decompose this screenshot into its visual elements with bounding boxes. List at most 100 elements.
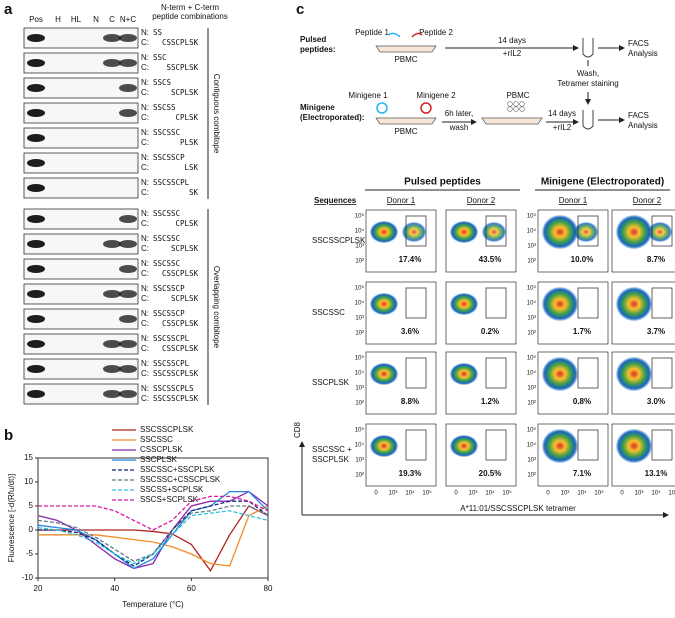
blot — [23, 208, 139, 230]
band — [27, 240, 45, 248]
n-peptide: SSCSSC — [153, 259, 180, 268]
column-label: HL — [71, 15, 82, 24]
band — [103, 34, 121, 42]
series-line — [38, 505, 269, 567]
y-tick-label: 10³ — [527, 458, 536, 464]
c-peptide: LSK — [185, 163, 199, 172]
n-prefix: N: — [141, 78, 149, 87]
x-tick-label: 10⁴ — [485, 490, 495, 497]
series-line — [38, 505, 269, 573]
band — [27, 159, 45, 167]
c-peptide: PLSK — [180, 138, 199, 147]
percent-label: 3.7% — [647, 327, 665, 336]
x-tick-label: 10³ — [389, 491, 398, 497]
band — [103, 59, 121, 67]
y-tick-label: 10² — [355, 259, 364, 265]
blot — [23, 102, 139, 124]
y-tick-label: 10³ — [355, 386, 364, 392]
legend-label: CSSCPLSK — [140, 445, 183, 454]
series-line — [37, 505, 269, 562]
n-peptide: SS — [153, 28, 163, 37]
blot — [23, 127, 139, 149]
n-peptide: SSCSSCP — [153, 153, 185, 162]
c-peptide: SK — [189, 188, 199, 197]
pbmc-label: PBMC — [506, 91, 529, 100]
blot — [23, 383, 139, 405]
percent-label: 10.0% — [571, 255, 594, 264]
band — [27, 215, 45, 223]
band — [119, 34, 137, 42]
culture-label: 14 days — [548, 109, 576, 118]
n-peptide: SSCSSCPL — [153, 178, 190, 187]
percent-label: 0.8% — [573, 397, 591, 406]
y-tick-label: 10³ — [527, 386, 536, 392]
population — [542, 287, 578, 321]
c-prefix: C: — [141, 163, 149, 172]
panel-label: b — [4, 427, 13, 444]
dish — [481, 117, 543, 125]
legend-label: SSCPLSK — [140, 455, 178, 464]
c-peptide: CSSCPLSK — [162, 38, 199, 47]
x-tick-label: 0 — [546, 491, 550, 497]
culture-label: +rIL2 — [553, 123, 572, 132]
blot — [23, 358, 139, 380]
gate — [651, 429, 673, 461]
dish — [375, 45, 437, 53]
y-tick-label: 10⁵ — [355, 355, 365, 362]
n-prefix: N: — [141, 234, 149, 243]
wash-label: Wash, — [577, 69, 599, 78]
n-prefix: N: — [141, 384, 149, 393]
n-prefix: N: — [141, 178, 149, 187]
wash-label: wash — [449, 123, 469, 132]
y-tick-label: 10³ — [355, 244, 364, 250]
y-tick-label: 10⁴ — [355, 300, 365, 307]
population — [616, 287, 652, 321]
population — [542, 215, 578, 249]
gate — [405, 215, 427, 247]
band — [103, 340, 121, 348]
c-peptide: CPLSK — [176, 219, 199, 228]
tube — [582, 110, 594, 130]
blot — [23, 308, 139, 330]
step-label: (Electroporated): — [300, 113, 364, 122]
sequence-label: SSCPLSK — [312, 455, 350, 464]
step-label: Pulsed — [300, 35, 326, 44]
percent-label: 7.1% — [573, 469, 591, 478]
minigene-label: Minigene 2 — [416, 91, 456, 100]
c-peptide: SCPLSK — [171, 244, 199, 253]
x-tick-label: 10³ — [561, 491, 570, 497]
group-label: Contiguous combitope — [212, 74, 221, 154]
gate — [485, 357, 507, 389]
percent-label: 20.5% — [479, 469, 502, 478]
gate — [405, 357, 427, 389]
c-prefix: C: — [141, 188, 149, 197]
band — [119, 290, 137, 298]
pbmc-label: PBMC — [394, 55, 417, 64]
band — [103, 290, 121, 298]
blot — [23, 258, 139, 280]
sequence-label: SSCPLSK — [312, 378, 350, 387]
dish — [375, 117, 437, 125]
legend-label: SSCSSC+CSSCPLSK — [140, 475, 221, 484]
y-tick-label: 10⁵ — [355, 285, 365, 292]
band — [27, 134, 45, 142]
gate — [651, 287, 673, 319]
y-tick-label: 10³ — [355, 458, 364, 464]
column-header: peptide combinations — [152, 12, 228, 21]
band — [119, 365, 137, 373]
band — [119, 59, 137, 67]
wash-label: 6h later, — [445, 109, 473, 118]
gate — [577, 357, 599, 389]
percent-label: 0.2% — [481, 327, 499, 336]
blot — [23, 77, 139, 99]
population — [616, 357, 652, 391]
band — [27, 340, 45, 348]
x-axis-label: Temperature (°C) — [122, 600, 184, 609]
x-tick-label: 0 — [374, 491, 378, 497]
percent-label: 1.7% — [573, 327, 591, 336]
pbmc-label: PBMC — [394, 127, 417, 136]
blot — [23, 333, 139, 355]
n-prefix: N: — [141, 359, 149, 368]
n-prefix: N: — [141, 209, 149, 218]
population — [370, 435, 398, 457]
